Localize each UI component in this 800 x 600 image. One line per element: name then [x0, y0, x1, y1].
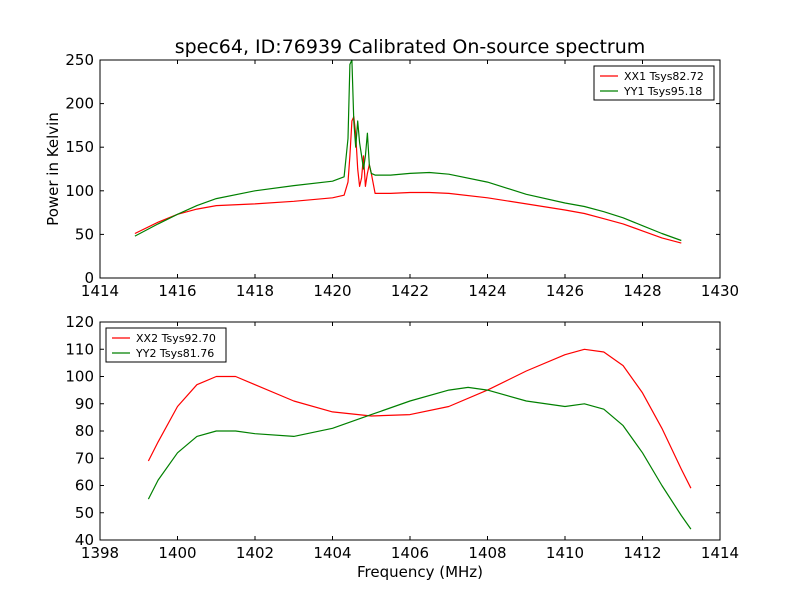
- y-tick-label: 150: [65, 138, 94, 156]
- plots: 1414 1416 1418 1420 1422 1424 1426 1428 14300501…: [44, 51, 739, 581]
- x-tick-label: 1420: [313, 282, 351, 300]
- legend-label: XX2 Tsys92.70: [136, 332, 216, 345]
- y-tick-label: 100: [65, 182, 94, 200]
- x-tick-label: 1408: [468, 544, 506, 562]
- y-tick-label: 50: [75, 225, 94, 243]
- y-axis-label: Power in Kelvin: [44, 112, 62, 226]
- chart-title: spec64, ID:76939 Calibrated On-source sp…: [175, 36, 646, 58]
- x-tick-label: 1398: [81, 544, 119, 562]
- y-tick-label: 0: [84, 269, 94, 287]
- x-tick-label: 1400: [158, 544, 196, 562]
- x-tick-label: 1414: [701, 544, 739, 562]
- legend-box: [105, 327, 227, 363]
- series-line-2-2: [147, 386, 692, 530]
- y-tick-label: 120: [65, 313, 94, 331]
- x-tick-label: 1412: [623, 544, 661, 562]
- y-tick-label: 90: [75, 395, 94, 413]
- legend-label: YY1 Tsys95.18: [623, 85, 702, 98]
- y-tick-label: 100: [65, 368, 94, 386]
- x-tick-label: 1410: [546, 544, 584, 562]
- x-tick-label: 1418: [236, 282, 274, 300]
- y-tick-label: 110: [65, 340, 94, 358]
- x-tick-label: 1424: [468, 282, 506, 300]
- x-tick-label: 1430: [701, 282, 739, 300]
- legend-label: YY2 Tsys81.76: [135, 347, 214, 360]
- y-tick-label: 40: [75, 531, 94, 549]
- y-tick-label: 60: [75, 477, 94, 495]
- y-tick-label: 200: [65, 95, 94, 113]
- plot-2: 1398 1400 1402 1404 1406 1408 1410 1412 1414 40 50…: [65, 313, 739, 581]
- y-tick-label: 50: [75, 504, 94, 522]
- series-line-1-2: [134, 59, 682, 242]
- x-tick-label: 1414: [81, 282, 119, 300]
- x-tick-label: 1404: [313, 544, 351, 562]
- x-tick-label: 1402: [236, 544, 274, 562]
- series-line-1-1: [134, 116, 682, 244]
- legend-2: XX2 Tsys92.70 YY2 Tsys81.76: [105, 327, 227, 363]
- y-tick-label: 70: [75, 449, 94, 467]
- legend-box: [593, 65, 715, 101]
- x-tick-label: 1406: [391, 544, 429, 562]
- series-line-2-1: [147, 348, 692, 489]
- x-tick-label: 1416: [158, 282, 196, 300]
- x-tick-label: 1422: [391, 282, 429, 300]
- x-tick-label: 1428: [623, 282, 661, 300]
- y-tick-label: 250: [65, 51, 94, 69]
- legend-label: XX1 Tsys82.72: [624, 70, 704, 83]
- y-tick-label: 80: [75, 422, 94, 440]
- x-axis-label: Frequency (MHz): [357, 563, 483, 581]
- legend-1: XX1 Tsys82.72 YY1 Tsys95.18: [593, 65, 715, 101]
- x-tick-label: 1426: [546, 282, 584, 300]
- plot-1: 1414 1416 1418 1420 1422 1424 1426 1428 1430 0 50 1…: [44, 51, 739, 300]
